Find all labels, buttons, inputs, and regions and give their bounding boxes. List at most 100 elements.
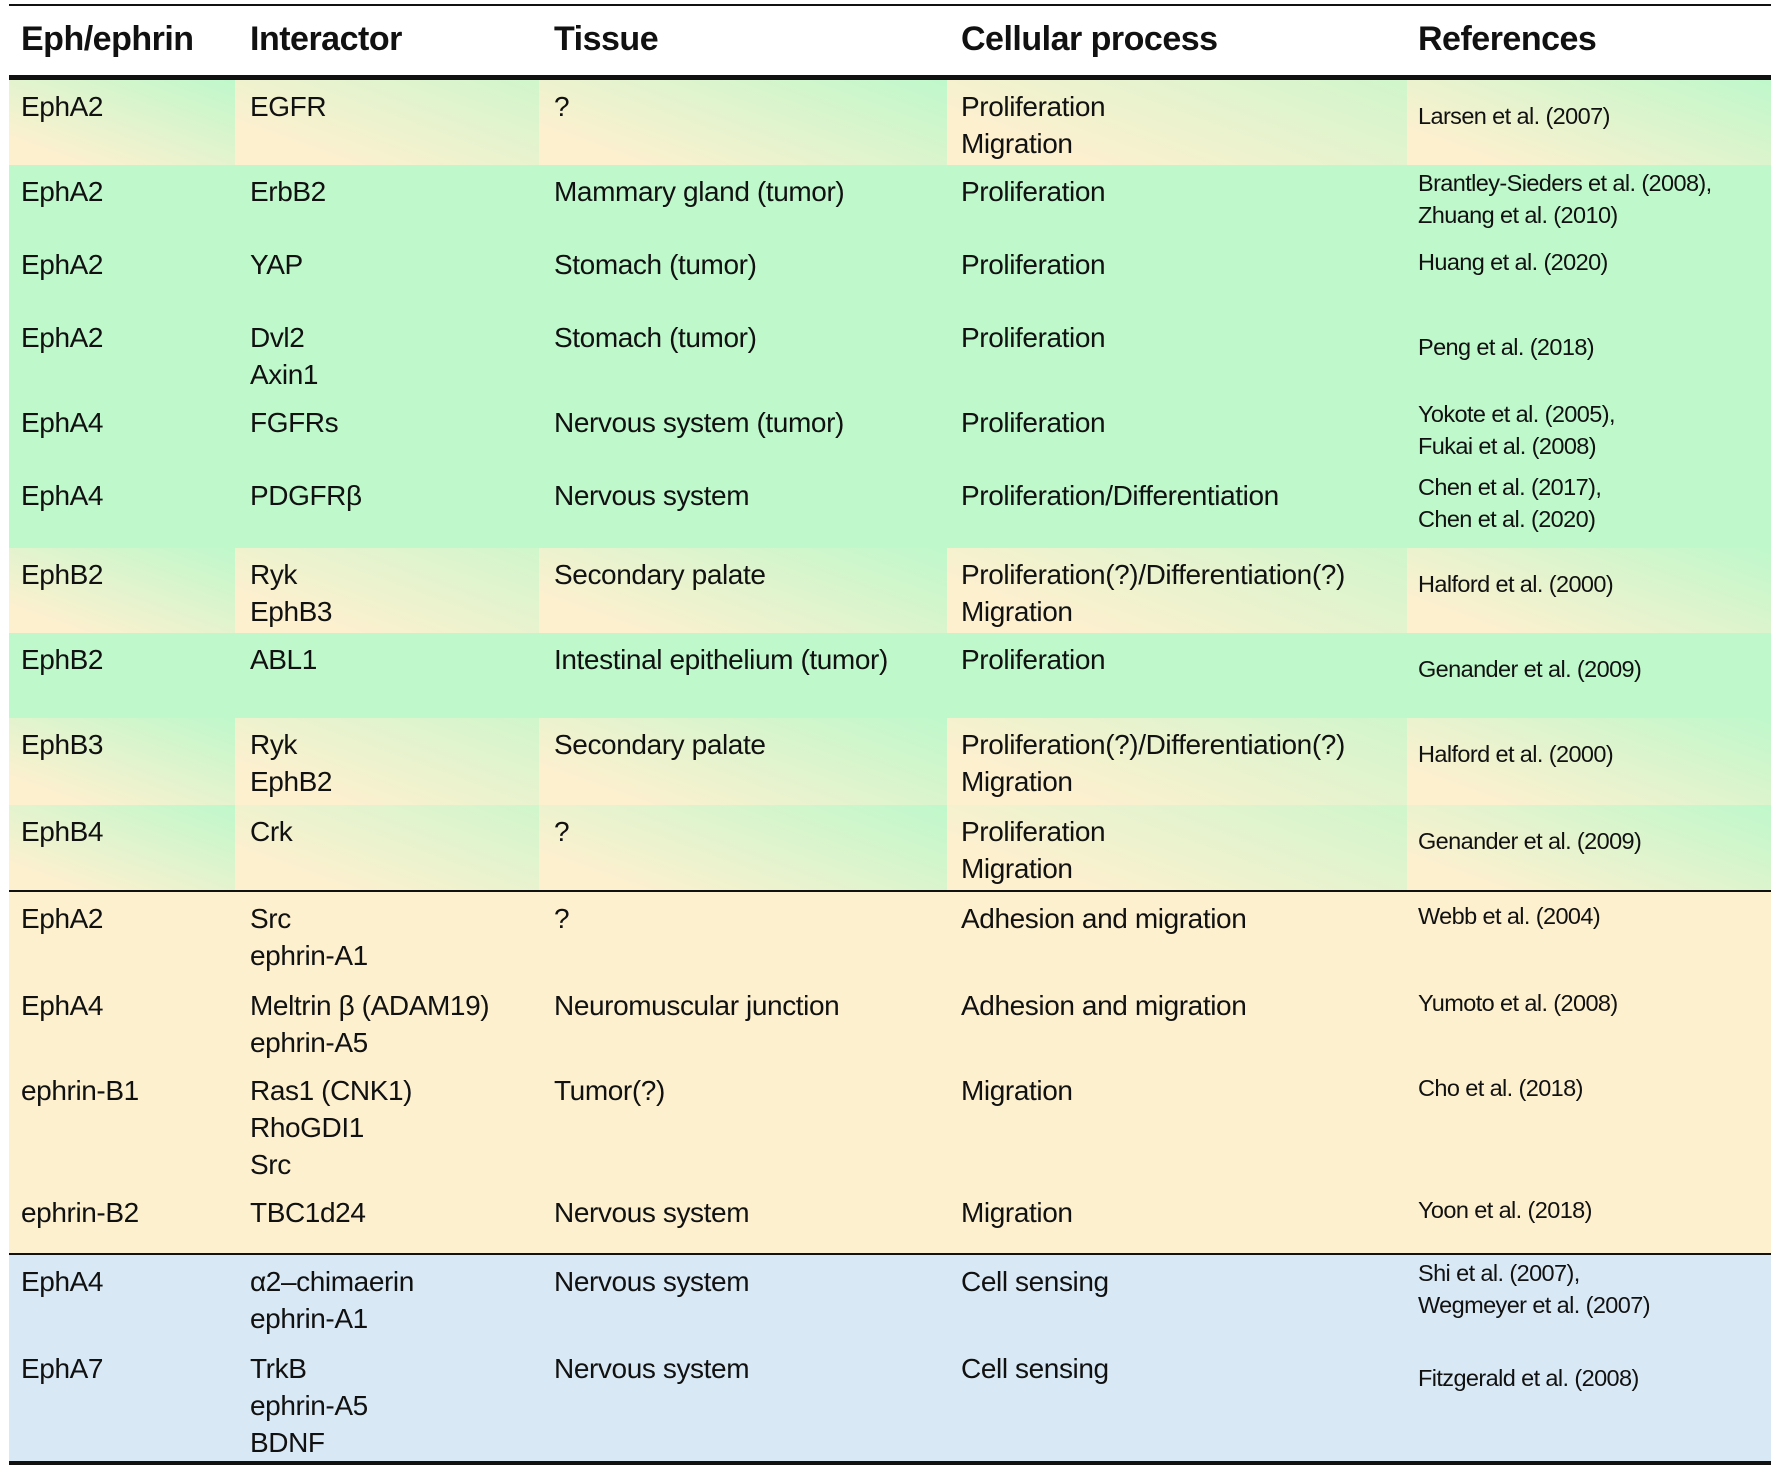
cell-text: Migration [961,853,1073,884]
cell-references: Yoon et al. (2018) [1407,1186,1771,1254]
cell-text: Genander et al. (2009) [1418,828,1642,854]
table-bottom-rule [9,1461,1771,1465]
table-row: EphA4 Meltrin β (ADAM19) ephrin-A5 Neuromus… [9,979,1771,1064]
cell-references: Halford et al. (2000) [1407,548,1771,633]
cell-eph-ephrin: EphB2 [9,548,235,633]
cell-text: EphA4 [21,407,104,438]
cell-text: Halford et al. (2000) [1418,741,1614,767]
cell-references: Webb et al. (2004) [1407,892,1771,979]
cell-text: Mammary gland (tumor) [554,176,845,207]
cell-text: Ryk [250,559,298,590]
cell-text: Proliferation [961,322,1106,353]
cell-text: YAP [250,249,303,280]
cell-references: Yokote et al. (2005), Fukai et al. (2008) [1407,396,1771,469]
cell-interactor: FGFRs [235,396,539,469]
cell-text: Yokote et al. (2005), [1418,401,1615,427]
cell-text: Adhesion and migration [961,990,1247,1021]
cell-cellular-process: Proliferation [947,633,1407,718]
cell-references: Shi et al. (2007), Wegmeyer et al. (2007) [1407,1255,1771,1342]
cell-text: Stomach (tumor) [554,249,757,280]
cell-cellular-process: Adhesion and migration [947,892,1407,979]
cell-cellular-process: Proliferation Migration [947,805,1407,891]
cell-text: Ryk [250,729,298,760]
cell-eph-ephrin: EphA2 [9,311,235,396]
cell-tissue: Nervous system [539,1342,947,1461]
cell-text: Migration [961,766,1073,797]
cell-references: Genander et al. (2009) [1407,805,1771,891]
cell-text: Proliferation(?)/Differentiation(?) [961,729,1345,760]
table-row: EphB2 ABL1 Intestinal epithelium (tumor) Pr… [9,633,1771,718]
cell-text: Intestinal epithelium (tumor) [554,644,888,675]
cell-text: Migration [961,128,1073,159]
header-interactor: Interactor [250,20,402,58]
cell-text: ErbB2 [250,176,326,207]
cell-text: ephrin-A1 [250,1303,368,1334]
cell-eph-ephrin: EphA4 [9,396,235,469]
cell-text: TrkB [250,1353,307,1384]
cell-eph-ephrin: EphB4 [9,805,235,891]
cell-eph-ephrin: ephrin-B2 [9,1186,235,1254]
cell-text: ephrin-A5 [250,1027,368,1058]
cell-text: Fukai et al. (2008) [1418,433,1597,459]
cell-text: Nervous system [554,1266,750,1297]
cell-eph-ephrin: EphA2 [9,238,235,311]
cell-text: TBC1d24 [250,1197,366,1228]
header-rule [9,75,1771,80]
cell-text: Migration [961,1075,1073,1106]
table-row: EphA4 FGFRs Nervous system (tumor) Prolifer… [9,396,1771,469]
cell-eph-ephrin: EphA4 [9,979,235,1064]
cell-interactor: TBC1d24 [235,1186,539,1254]
cell-eph-ephrin: EphA2 [9,80,235,165]
cell-text: Adhesion and migration [961,903,1247,934]
header-cellular-process: Cellular process [961,20,1218,58]
cell-text: EphA2 [21,903,104,934]
cell-references: Huang et al. (2020) [1407,238,1771,311]
cell-text: Fitzgerald et al. (2008) [1418,1365,1639,1391]
cell-eph-ephrin: EphB3 [9,718,235,805]
cell-eph-ephrin: EphA2 [9,892,235,979]
cell-text: Secondary palate [554,729,766,760]
cell-text: EGFR [250,91,327,122]
cell-text: EphB4 [21,816,104,847]
cell-text: Shi et al. (2007), [1418,1260,1580,1286]
cell-text: α2–chimaerin [250,1266,414,1297]
cell-text: Proliferation [961,249,1106,280]
cell-text: Tumor(?) [554,1075,665,1106]
cell-text: Zhuang et al. (2010) [1418,202,1618,228]
cell-text: Huang et al. (2020) [1418,249,1608,275]
cell-eph-ephrin: EphA2 [9,165,235,238]
cell-text: Brantley-Sieders et al. (2008), [1418,170,1712,196]
cell-cellular-process: Proliferation(?)/Differentiation(?) Migra… [947,718,1407,805]
cell-text: Larsen et al. (2007) [1418,103,1610,129]
cell-cellular-process: Cell sensing [947,1342,1407,1461]
cell-text: Wegmeyer et al. (2007) [1418,1292,1651,1318]
cell-text: ephrin-B2 [21,1197,139,1228]
cell-cellular-process: Adhesion and migration [947,979,1407,1064]
cell-interactor: Dvl2 Axin1 [235,311,539,396]
cell-cellular-process: Cell sensing [947,1255,1407,1342]
cell-interactor: ErbB2 [235,165,539,238]
cell-text: ? [554,91,570,122]
cell-text: EphA4 [21,990,104,1021]
cell-eph-ephrin: EphA4 [9,1255,235,1342]
cell-text: Genander et al. (2009) [1418,656,1642,682]
cell-text: Meltrin β (ADAM19) [250,990,490,1021]
cell-text: Cell sensing [961,1266,1109,1297]
cell-cellular-process: Migration [947,1064,1407,1186]
cell-text: EphA4 [21,480,104,511]
cell-text: EphB2 [21,644,104,675]
cell-tissue: Intestinal epithelium (tumor) [539,633,947,718]
cell-cellular-process: Proliferation [947,396,1407,469]
cell-text: Nervous system [554,1197,750,1228]
table-row: EphA2 Src ephrin-A1? Adhesion and migration… [9,892,1771,979]
cell-text: EphB3 [250,596,333,627]
header-eph-ephrin: Eph/ephrin [21,20,194,58]
cell-text: RhoGDI1 [250,1112,364,1143]
cell-interactor: Ryk EphB3 [235,548,539,633]
cell-interactor: ABL1 [235,633,539,718]
cell-cellular-process: Proliferation [947,311,1407,396]
table-row: EphA4 PDGFRβ Nervous system Proliferation/D… [9,469,1771,548]
cell-interactor: Ryk EphB2 [235,718,539,805]
cell-interactor: YAP [235,238,539,311]
cell-text: EphA2 [21,176,104,207]
